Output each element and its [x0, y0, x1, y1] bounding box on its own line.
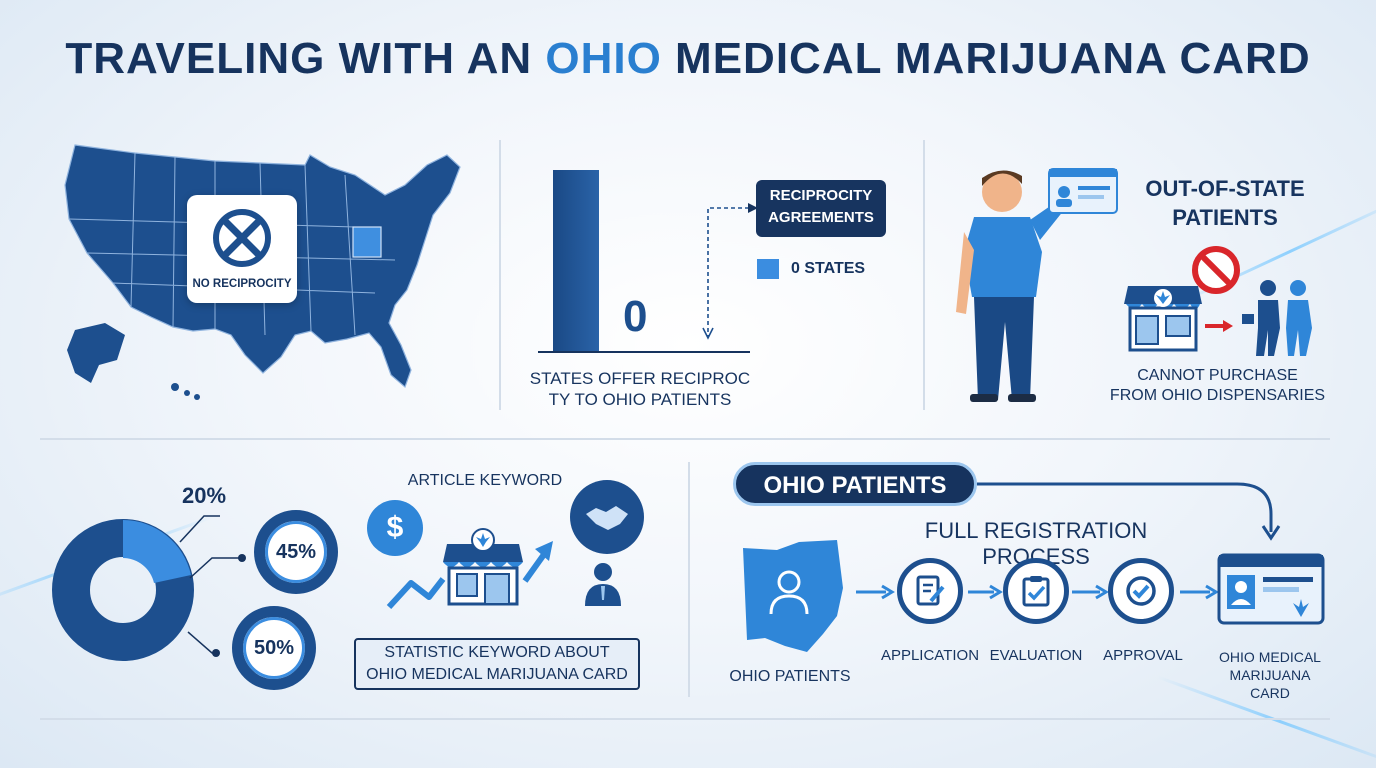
dollar-icon: $	[367, 500, 423, 556]
title-text: TRAVELING WITH AN	[65, 34, 546, 83]
caption-line: FROM OHIO DISPENSARIES	[1109, 387, 1326, 404]
businessman-icon	[585, 563, 621, 606]
step-connectors	[856, 584, 1219, 600]
step-label-evaluation: EVALUATION	[989, 647, 1083, 664]
chart-baseline	[538, 351, 750, 353]
legend-swatch	[757, 259, 779, 279]
callout-pointer	[702, 203, 758, 340]
medical-card-icon	[1217, 553, 1325, 625]
prohibited-icon	[1192, 246, 1240, 294]
divider	[688, 462, 690, 697]
x-circle-icon	[213, 209, 271, 267]
reciprocity-callout: RECIPROCITY AGREEMENTS	[756, 180, 886, 237]
out-of-state-heading: OUT-OF-STATE PATIENTS	[1120, 174, 1330, 232]
divider	[499, 140, 501, 410]
evaluation-step-icon	[1003, 558, 1069, 624]
document-edit-icon	[916, 575, 945, 606]
legend-label: 0 STATES	[791, 260, 866, 277]
pill-text: OHIO PATIENTS	[763, 472, 947, 499]
callout-text: RECIPROCITY AGREEMENTS	[768, 187, 874, 226]
arrow-right-icon	[1205, 320, 1233, 332]
store-icon	[443, 528, 523, 606]
caption-line: STATISTIC KEYWORD ABOUT	[384, 644, 610, 661]
caption-line: CANNOT PURCHASE	[1137, 367, 1298, 384]
stat-45-ring: 45%	[254, 510, 338, 594]
handshake-icon	[570, 480, 644, 554]
handshake-glyph	[586, 506, 628, 530]
ohio-patients-pill: OHIO PATIENTS	[733, 462, 977, 506]
step-label-approval: APPROVAL	[1103, 647, 1183, 664]
no-reciprocity-label: NO RECIPROCITY	[192, 278, 292, 290]
page-title: TRAVELING WITH AN OHIO MEDICAL MARIJUANA…	[0, 34, 1376, 84]
ohio-state-shape	[743, 540, 843, 652]
process-connector-arrow	[977, 482, 1281, 541]
step-label-application: APPLICATION	[880, 647, 980, 664]
stat-leader-lines	[179, 515, 246, 657]
divider	[40, 438, 1330, 440]
out-of-state-caption: CANNOT PURCHASE FROM OHIO DISPENSARIES	[1105, 366, 1330, 406]
stat-45-label: 45%	[275, 540, 317, 563]
card-label-line: CARD	[1250, 685, 1290, 701]
donut-chart	[52, 519, 194, 661]
process-heading: FULL REGISTRATION PROCESS	[924, 518, 1148, 569]
bar-caption: STATES OFFER RECIPROC TY TO OHIO PATIENT…	[520, 368, 760, 410]
title-highlight: OHIO	[545, 34, 662, 83]
application-step-icon	[897, 558, 963, 624]
medical-card-label: OHIO MEDICAL MARIJUANA CARD	[1200, 648, 1340, 702]
ohio-highlight	[352, 226, 382, 258]
keyword-caption-box: STATISTIC KEYWORD ABOUT OHIO MEDICAL MAR…	[354, 638, 640, 690]
heading-line: PATIENTS	[1172, 205, 1278, 230]
heading-line: OUT-OF-STATE	[1145, 176, 1305, 201]
title-text: MEDICAL MARIJUANA CARD	[661, 34, 1311, 83]
card-label-line: OHIO MEDICAL	[1219, 649, 1321, 665]
stat-50-ring: 50%	[232, 606, 316, 690]
card-label-line: MARIJUANA	[1229, 667, 1311, 683]
article-keyword-label: ARTICLE KEYWORD	[407, 472, 563, 489]
caption-line: OHIO MEDICAL MARIJUANA CARD	[366, 666, 628, 683]
stat-20-label: 20%	[182, 483, 227, 508]
trend-arrow-icon	[386, 541, 553, 610]
caption-line: TY TO OHIO PATIENTS	[548, 390, 732, 409]
divider	[923, 140, 925, 410]
clipboard-check-icon	[1022, 576, 1050, 607]
stat-50-label: 50%	[253, 636, 295, 659]
zero-bar	[553, 170, 599, 352]
caption-line: STATES OFFER RECIPROC	[529, 369, 751, 388]
id-card-icon	[1048, 168, 1118, 214]
divider	[40, 718, 1330, 720]
dollar-symbol: $	[386, 511, 404, 544]
no-reciprocity-badge: NO RECIPROCITY	[187, 195, 297, 303]
approval-step-icon	[1108, 558, 1174, 624]
bar-value-label: 0	[623, 292, 648, 341]
walking-people-icon	[1242, 280, 1312, 356]
ohio-patients-label: OHIO PATIENTS	[729, 668, 851, 685]
check-circle-icon	[1126, 576, 1156, 606]
dispensary-icon	[1124, 286, 1202, 352]
